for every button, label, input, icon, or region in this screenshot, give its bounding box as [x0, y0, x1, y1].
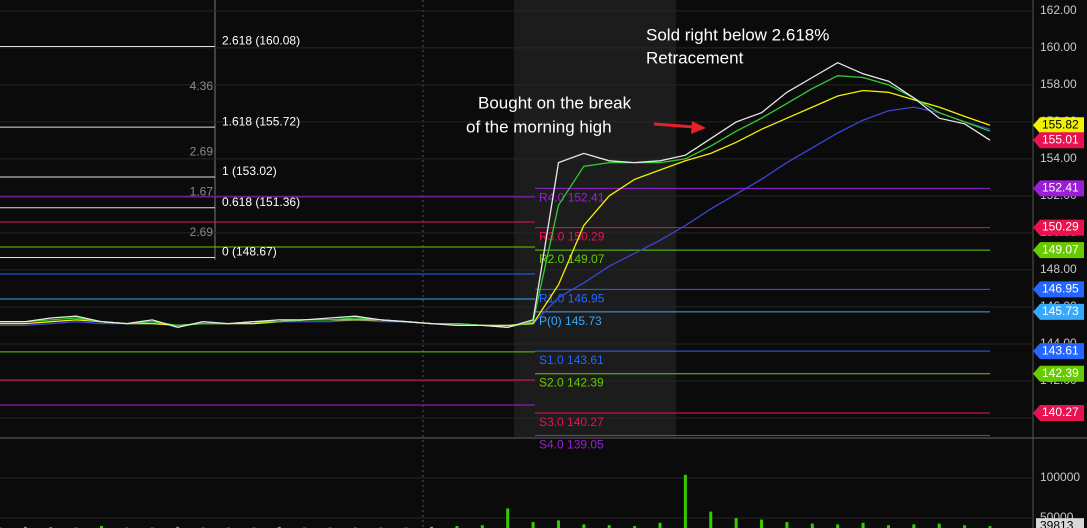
- pivot-value: 152.41: [568, 191, 605, 205]
- volume-bar: [23, 526, 27, 528]
- volume-bar: [582, 524, 586, 528]
- pivot-tag-label: 143.61: [1042, 343, 1079, 357]
- pivot-label: P(0) 145.73: [539, 314, 602, 328]
- fib-distance: 2.69: [190, 225, 214, 239]
- fib-distance: 2.69: [190, 144, 214, 158]
- pivot-value: 145.73: [565, 314, 602, 328]
- price-line: [0, 89, 991, 327]
- annotation: Retracement: [646, 48, 744, 67]
- pivot-value: 146.95: [568, 292, 605, 306]
- volume-bar: [963, 525, 967, 528]
- pivot-tag-label: 140.27: [1042, 405, 1079, 419]
- volume-bar: [480, 525, 484, 528]
- pivot-label: S1.0 143.61: [539, 353, 604, 367]
- price-tag: [1033, 117, 1084, 134]
- pivot-tag-label: 145.73: [1042, 304, 1079, 318]
- volume-bar: [785, 522, 789, 528]
- pivot-name: S2.0: [539, 376, 564, 390]
- annotation: of the morning high: [466, 117, 612, 136]
- volume-bar: [633, 526, 637, 528]
- volume-tag: [1036, 518, 1084, 528]
- volume-bar: [861, 522, 865, 528]
- price-tag-label: 155.01: [1042, 132, 1079, 146]
- volume-tick-label: 100000: [1040, 470, 1080, 484]
- pivot-label: S2.0 142.39: [539, 376, 604, 390]
- volume-bar: [988, 526, 992, 528]
- volume-bar: [607, 525, 611, 528]
- y-tick-label: 162.00: [1040, 3, 1077, 17]
- price-line: [0, 61, 991, 328]
- fib-label: 1.618 (155.72): [222, 114, 300, 128]
- session-highlight: [514, 0, 676, 437]
- pivot-name: S1.0: [539, 353, 564, 367]
- pivot-value: 142.39: [567, 376, 604, 390]
- y-tick-label: 158.00: [1040, 77, 1077, 91]
- annotation: Bought on the break: [478, 93, 632, 112]
- price-tag: [1033, 132, 1084, 149]
- y-tick-label: 160.00: [1040, 40, 1077, 54]
- y-tick-label: 148.00: [1040, 262, 1077, 276]
- volume-bar: [176, 526, 180, 528]
- volume-tag-label: 39813: [1040, 518, 1074, 528]
- y-tick-label: 154.00: [1040, 151, 1077, 165]
- fib-label: 2.618 (160.08): [222, 34, 300, 48]
- volume-bar: [100, 526, 104, 528]
- arrow-head: [691, 121, 706, 134]
- pivot-tag: [1033, 365, 1084, 382]
- volume-bar: [430, 526, 434, 528]
- pivot-label: S3.0 140.27: [539, 415, 604, 429]
- pivot-label: R4.0 152.41: [539, 191, 605, 205]
- annotation: Sold right below 2.618%: [646, 25, 829, 44]
- fib-label: 0.618 (151.36): [222, 195, 300, 209]
- pivot-name: P(0): [539, 314, 562, 328]
- volume-bar: [709, 511, 713, 528]
- fib-distance: 1.67: [190, 185, 214, 199]
- volume-bar: [836, 524, 840, 528]
- pivot-tag: [1033, 343, 1084, 360]
- price-tag-label: 155.82: [1042, 117, 1079, 131]
- volume-bar: [912, 524, 916, 528]
- volume-bar: [760, 519, 764, 528]
- volume-bar: [658, 522, 662, 528]
- volume-bar: [937, 523, 941, 528]
- plot-layer: 140.00142.00144.00146.00148.00150.00152.…: [0, 3, 1084, 528]
- pivot-name: S4.0: [539, 438, 564, 452]
- pivot-tag-label: 142.39: [1042, 366, 1079, 380]
- pivot-value: 140.27: [567, 415, 604, 429]
- pivot-tag-label: 149.07: [1042, 242, 1079, 256]
- volume-bar: [531, 522, 535, 528]
- volume-bar: [886, 525, 890, 528]
- pivot-label: R3.0 150.29: [539, 230, 605, 244]
- pivot-tag-label: 150.29: [1042, 220, 1079, 234]
- pivot-name: S3.0: [539, 415, 564, 429]
- pivot-value: 139.05: [567, 438, 604, 452]
- volume-bar: [683, 474, 687, 528]
- fib-distance: 4.36: [190, 79, 214, 93]
- volume-bar: [506, 508, 510, 528]
- volume-bar: [556, 520, 560, 528]
- pivot-tag-label: 152.41: [1042, 181, 1079, 195]
- pivot-name: R1.0: [539, 292, 565, 306]
- pivot-name: R4.0: [539, 191, 565, 205]
- pivot-value: 149.07: [568, 252, 605, 266]
- pivot-tag: [1033, 303, 1084, 320]
- pivot-tag: [1033, 242, 1084, 259]
- pivot-label: S4.0 139.05: [539, 438, 604, 452]
- volume-bar: [277, 526, 281, 528]
- volume-bar: [455, 526, 459, 528]
- fib-label: 1 (153.02): [222, 164, 277, 178]
- volume-bar: [734, 518, 738, 528]
- pivot-tag: [1033, 219, 1084, 236]
- pivot-tag: [1033, 404, 1084, 421]
- volume-bar: [810, 523, 814, 528]
- pivot-label: R1.0 146.95: [539, 292, 605, 306]
- arrow: [653, 122, 695, 129]
- pivot-tag: [1033, 180, 1084, 197]
- pivot-tag: [1033, 281, 1084, 298]
- pivot-value: 143.61: [567, 353, 604, 367]
- pivot-value: 150.29: [568, 230, 605, 244]
- pivot-tag-label: 146.95: [1042, 282, 1079, 296]
- fib-label: 0 (148.67): [222, 245, 277, 259]
